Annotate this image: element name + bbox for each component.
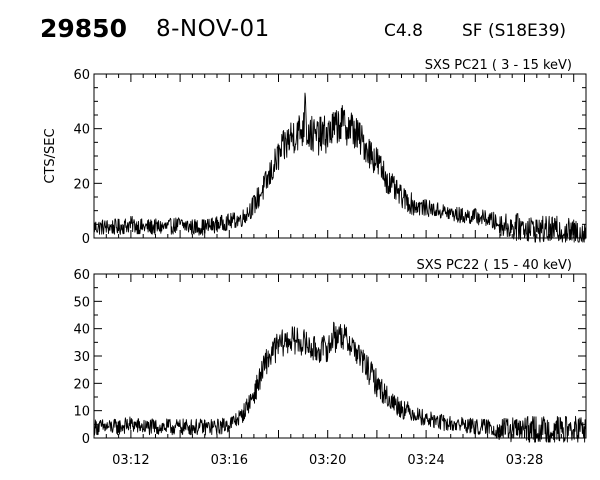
panel-pc21: 0 20 40 60 SXS PC21 ( 3 - 15 keV) CTS/SEC bbox=[43, 58, 587, 247]
x-tick-label: 03:12 bbox=[112, 453, 149, 468]
y-tick-label: 40 bbox=[73, 323, 90, 338]
x-tick-labels: 03:12 03:16 03:20 03:24 03:28 bbox=[112, 453, 543, 468]
plot-frame bbox=[93, 273, 587, 439]
flare-location: SF (S18E39) bbox=[462, 21, 567, 41]
x-tick-label: 03:16 bbox=[211, 453, 248, 468]
y-tick-label: 30 bbox=[73, 350, 90, 365]
event-id: 29850 bbox=[40, 14, 127, 43]
event-date: 8-NOV-01 bbox=[156, 16, 270, 42]
y-tick-label: 10 bbox=[73, 405, 90, 420]
y-tick-label: 20 bbox=[73, 377, 90, 392]
panel-pc22: 0 10 20 30 40 50 60 SXS PC22 ( 15 - 40 keV) bbox=[73, 258, 587, 447]
y-tick-label: 40 bbox=[73, 123, 90, 138]
y-axis-label: CTS/SEC bbox=[43, 128, 58, 183]
flare-class: C4.8 bbox=[384, 21, 423, 41]
series-line bbox=[93, 321, 587, 443]
y-tick-label: 60 bbox=[73, 68, 90, 83]
x-tick-label: 03:28 bbox=[506, 453, 543, 468]
y-tick-label: 60 bbox=[73, 268, 90, 283]
panel-title: SXS PC22 ( 15 - 40 keV) bbox=[416, 258, 572, 273]
series-line bbox=[93, 92, 587, 243]
x-tick-label: 03:24 bbox=[407, 453, 444, 468]
plot-frame bbox=[93, 73, 587, 239]
y-tick-label: 20 bbox=[73, 177, 90, 192]
x-tick-label: 03:20 bbox=[309, 453, 346, 468]
y-tick-label: 50 bbox=[73, 295, 90, 310]
panel-title: SXS PC21 ( 3 - 15 keV) bbox=[425, 58, 572, 73]
y-tick-label: 0 bbox=[82, 432, 90, 447]
y-tick-label: 0 bbox=[82, 232, 90, 247]
